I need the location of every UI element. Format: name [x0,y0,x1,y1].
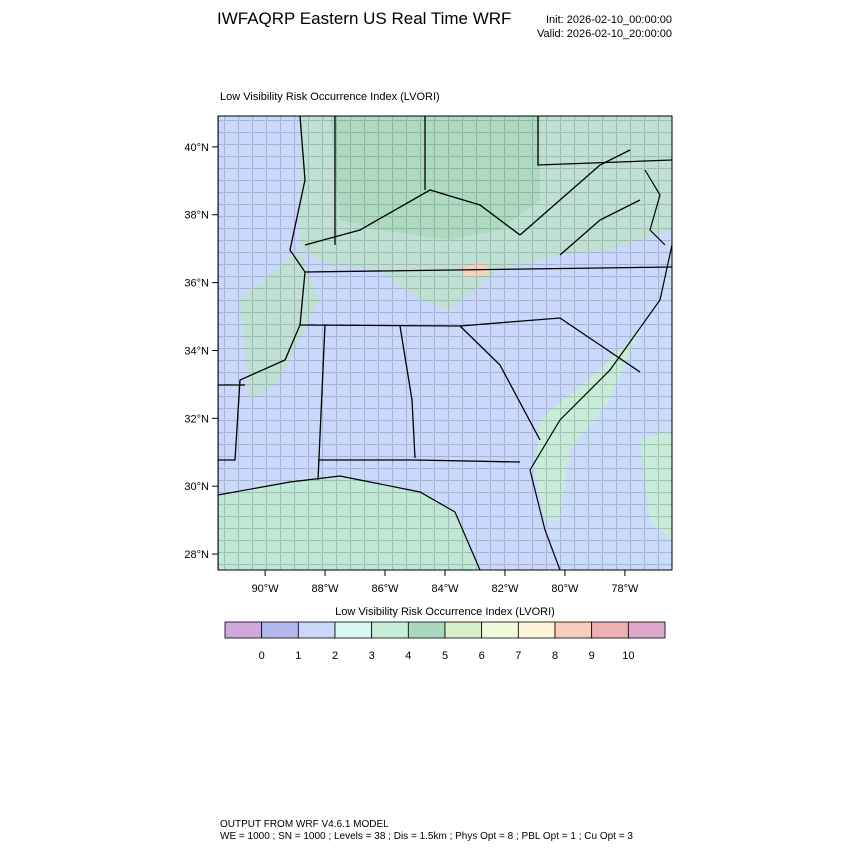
valid-time: Valid: 2026-02-10_20:00:00 [537,28,672,40]
colorbar-label: 10 [622,650,634,662]
colorbar-label: 8 [552,650,558,662]
x-tick-label: 88°W [312,583,340,595]
colorbar-label: 9 [589,650,595,662]
x-tick-label: 80°W [551,583,579,595]
y-tick-label: 34°N [184,345,209,357]
y-tick-label: 32°N [184,413,209,425]
colorbar-box [297,621,336,639]
y-tick-label: 40°N [184,142,209,154]
y-tick-label: 28°N [184,549,209,561]
coastline [218,169,672,570]
colorbar-label: 5 [442,650,448,662]
y-tick-label: 30°N [184,481,209,493]
colorbar-box [261,621,299,639]
map [218,116,672,570]
colorbar-box [591,621,629,639]
colorbar-label: 4 [405,650,411,662]
x-tick-label: 84°W [431,583,459,595]
y-tick-label: 38°N [184,210,209,222]
init-time: Init: 2026-02-10_00:00:00 [546,14,672,26]
colorbar-box [334,621,373,639]
colorbar-label: 7 [515,650,521,662]
colorbar-box [224,621,263,639]
x-tick-label: 82°W [491,583,519,595]
colorbar-box [554,621,593,639]
colorbar-label: 3 [369,650,375,662]
footer-line: WE = 1000 ; SN = 1000 ; Levels = 38 ; Di… [220,831,633,842]
colorbar-box [627,621,666,639]
map-title: Low Visibility Risk Occurrence Index (LV… [220,91,440,103]
footer-line: OUTPUT FROM WRF V4.6.1 MODEL [220,819,389,830]
y-tick-label: 36°N [184,278,209,290]
x-tick-label: 78°W [611,583,639,595]
colorbar-box [407,621,446,639]
title: IWFAQRP Eastern US Real Time WRF [217,9,511,28]
x-tick-label: 90°W [252,583,280,595]
colorbar-box [517,621,556,639]
colorbar-label: 6 [479,650,485,662]
colorbar-label: 0 [259,650,265,662]
state-borders [218,116,672,570]
colorbar-box [481,621,519,639]
colorbar-box [444,621,483,639]
colorbar-label: 2 [332,650,338,662]
x-tick-label: 86°W [372,583,400,595]
county-lines [218,116,672,570]
colorbar-label: 1 [295,650,301,662]
colorbar-title: Low Visibility Risk Occurrence Index (LV… [335,606,555,618]
colorbar-box [371,621,409,639]
